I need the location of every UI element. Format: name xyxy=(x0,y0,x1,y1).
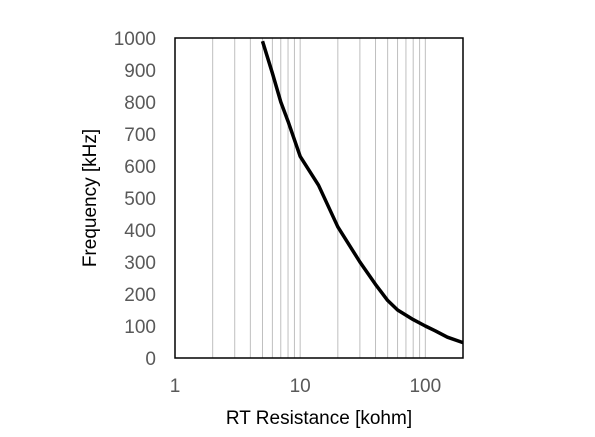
y-axis-title: Frequency [kHz] xyxy=(80,129,101,267)
x-tick-label: 100 xyxy=(409,376,441,397)
y-tick-label: 800 xyxy=(124,93,156,114)
x-axis-title: RT Resistance [kohm] xyxy=(226,408,412,429)
y-tick-label: 100 xyxy=(124,317,156,338)
y-tick-label: 400 xyxy=(124,221,156,242)
y-tick-label: 900 xyxy=(124,61,156,82)
y-tick-label: 0 xyxy=(145,349,156,370)
y-tick-label: 200 xyxy=(124,285,156,306)
y-tick-label: 500 xyxy=(124,189,156,210)
y-tick-label: 700 xyxy=(124,125,156,146)
x-tick-label: 10 xyxy=(290,376,311,397)
y-tick-label: 600 xyxy=(124,157,156,178)
grid-lines xyxy=(212,38,426,358)
x-tick-labels: 1 10 100 xyxy=(170,376,441,397)
y-tick-labels: 0 100 200 300 400 500 600 700 800 900 1000 xyxy=(114,29,156,370)
series-line xyxy=(260,40,464,345)
y-tick-label: 300 xyxy=(124,253,156,274)
x-tick-label: 1 xyxy=(170,376,181,397)
series-layer xyxy=(260,40,464,345)
y-tick-label: 1000 xyxy=(114,29,156,50)
plot-area-frame xyxy=(174,37,464,359)
